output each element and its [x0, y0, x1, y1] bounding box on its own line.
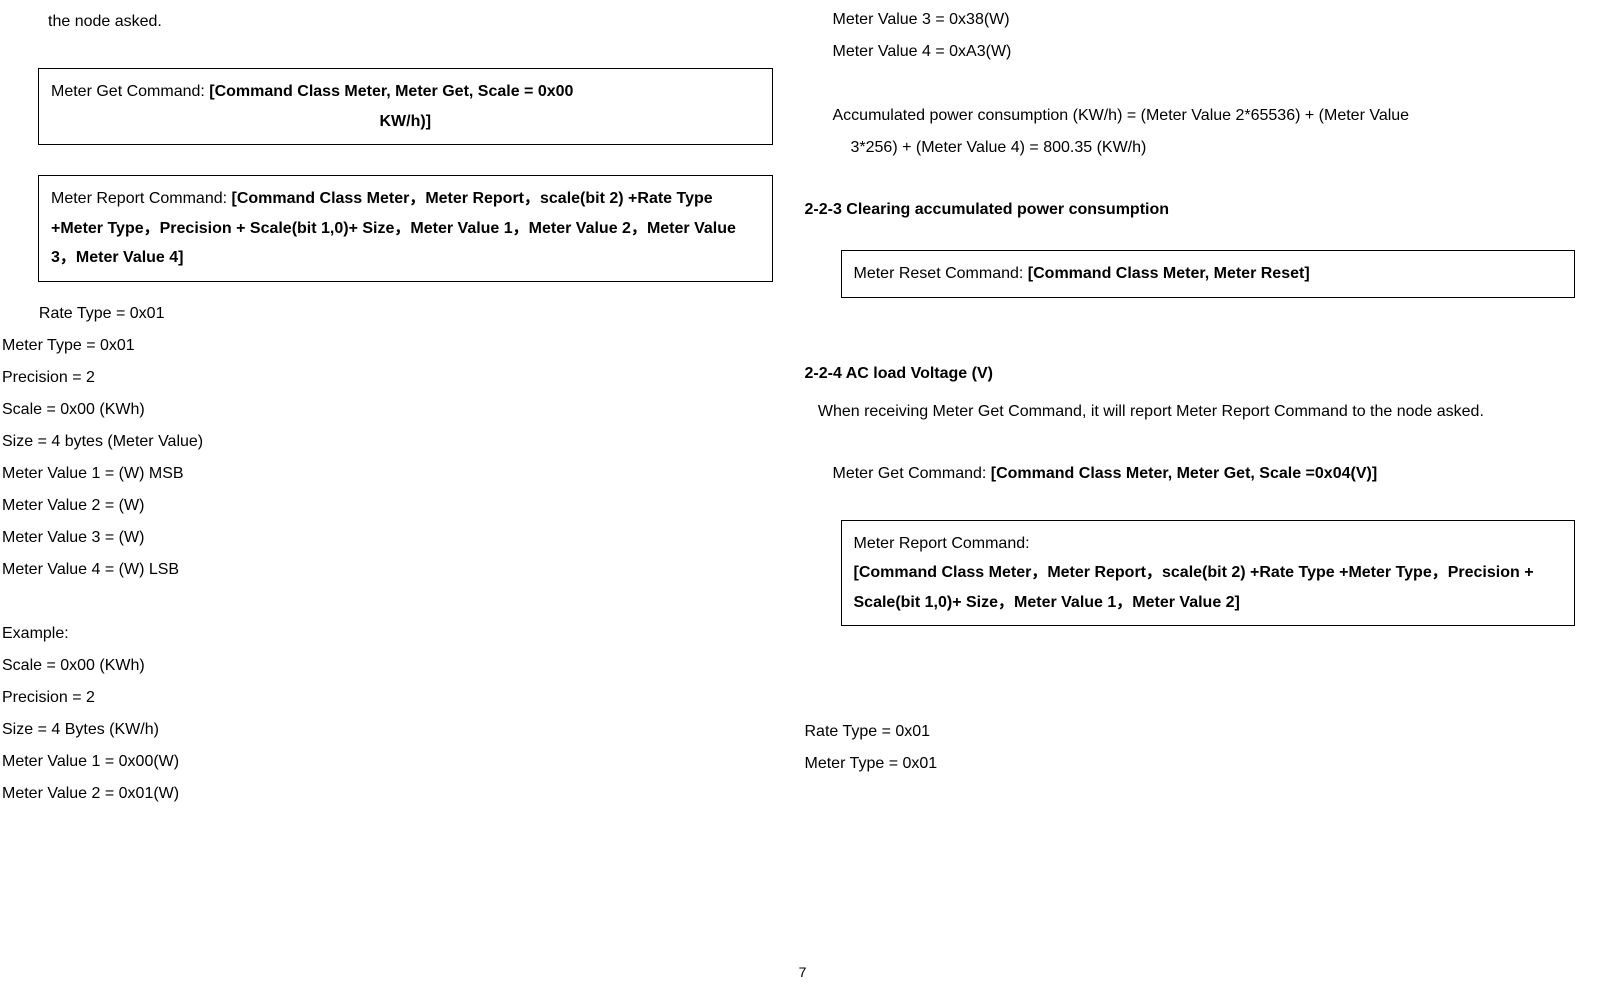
meter-reset-box: Meter Reset Command: [Command Class Mete…	[841, 250, 1576, 298]
mv1-line: Meter Value 1 = (W) MSB	[2, 458, 773, 490]
ex-mv2: Meter Value 2 = 0x01(W)	[2, 778, 773, 810]
accum-line1: Accumulated power consumption (KW/h) = (…	[833, 100, 1576, 132]
box3-text: [Command Class Meter, Meter Reset]	[1023, 265, 1309, 282]
meter-get-box: Meter Get Command: [Command Class Meter,…	[38, 68, 773, 145]
mv4-line: Meter Value 4 = (W) LSB	[2, 554, 773, 586]
meter-get-v-line: Meter Get Command: [Command Class Meter,…	[833, 458, 1576, 490]
r-meter-type: Meter Type = 0x01	[805, 748, 1576, 780]
meter-report-box: Meter Report Command: [Command Class Met…	[38, 175, 773, 282]
left-column: the node asked. Meter Get Command: [Comm…	[0, 0, 803, 810]
box5-l1: [Command Class Meter，Meter Report，scale(…	[854, 558, 1563, 617]
scale-line: Scale = 0x00 (KWh)	[2, 394, 773, 426]
section-224-desc: When receiving Meter Get Command, it wil…	[805, 396, 1576, 428]
box1-prefix: Meter Get Command:	[51, 83, 205, 100]
intro-line: the node asked.	[30, 6, 773, 38]
meter-report-content: Meter Report Command: [Command Class Met…	[51, 184, 760, 273]
mv3-line: Meter Value 3 = (W)	[2, 522, 773, 554]
ex-scale: Scale = 0x00 (KWh)	[2, 650, 773, 682]
mv2-line: Meter Value 2 = (W)	[2, 490, 773, 522]
box4-rest: [Command Class Meter, Meter Get, Scale =…	[986, 465, 1377, 482]
right-column: Meter Value 3 = 0x38(W) Meter Value 4 = …	[803, 0, 1605, 810]
section-224-heading: 2-2-4 AC load Voltage (V)	[805, 358, 1576, 390]
r-mv3: Meter Value 3 = 0x38(W)	[833, 4, 1576, 36]
box3-prefix: Meter Reset Command:	[854, 265, 1024, 282]
page-number: 7	[0, 958, 1605, 986]
r-rate-type: Rate Type = 0x01	[805, 716, 1576, 748]
meter-get-line1: Meter Get Command: [Command Class Meter,…	[51, 77, 760, 107]
box1-l1: [Command Class Meter, Meter Get, Scale =…	[205, 83, 574, 100]
ex-size: Size = 4 Bytes (KW/h)	[2, 714, 773, 746]
meter-report-v-box: Meter Report Command: [Command Class Met…	[841, 520, 1576, 627]
size-line: Size = 4 bytes (Meter Value)	[2, 426, 773, 458]
box2-prefix: Meter Report Command:	[51, 190, 227, 207]
r-mv4: Meter Value 4 = 0xA3(W)	[833, 36, 1576, 68]
rate-type-line: Rate Type = 0x01	[30, 298, 773, 330]
box4-prefix: Meter Get Command:	[833, 465, 987, 482]
precision-line: Precision = 2	[2, 362, 773, 394]
box5-prefix: Meter Report Command:	[854, 529, 1563, 559]
meter-type-line: Meter Type = 0x01	[2, 330, 773, 362]
ex-mv1: Meter Value 1 = 0x00(W)	[2, 746, 773, 778]
example-label: Example:	[2, 618, 773, 650]
accum-line2: 3*256) + (Meter Value 4) = 800.35 (KW/h)	[833, 132, 1576, 164]
meter-get-line2: KW/h)]	[51, 107, 760, 137]
section-223-heading: 2-2-3 Clearing accumulated power consump…	[805, 194, 1576, 226]
ex-precision: Precision = 2	[2, 682, 773, 714]
